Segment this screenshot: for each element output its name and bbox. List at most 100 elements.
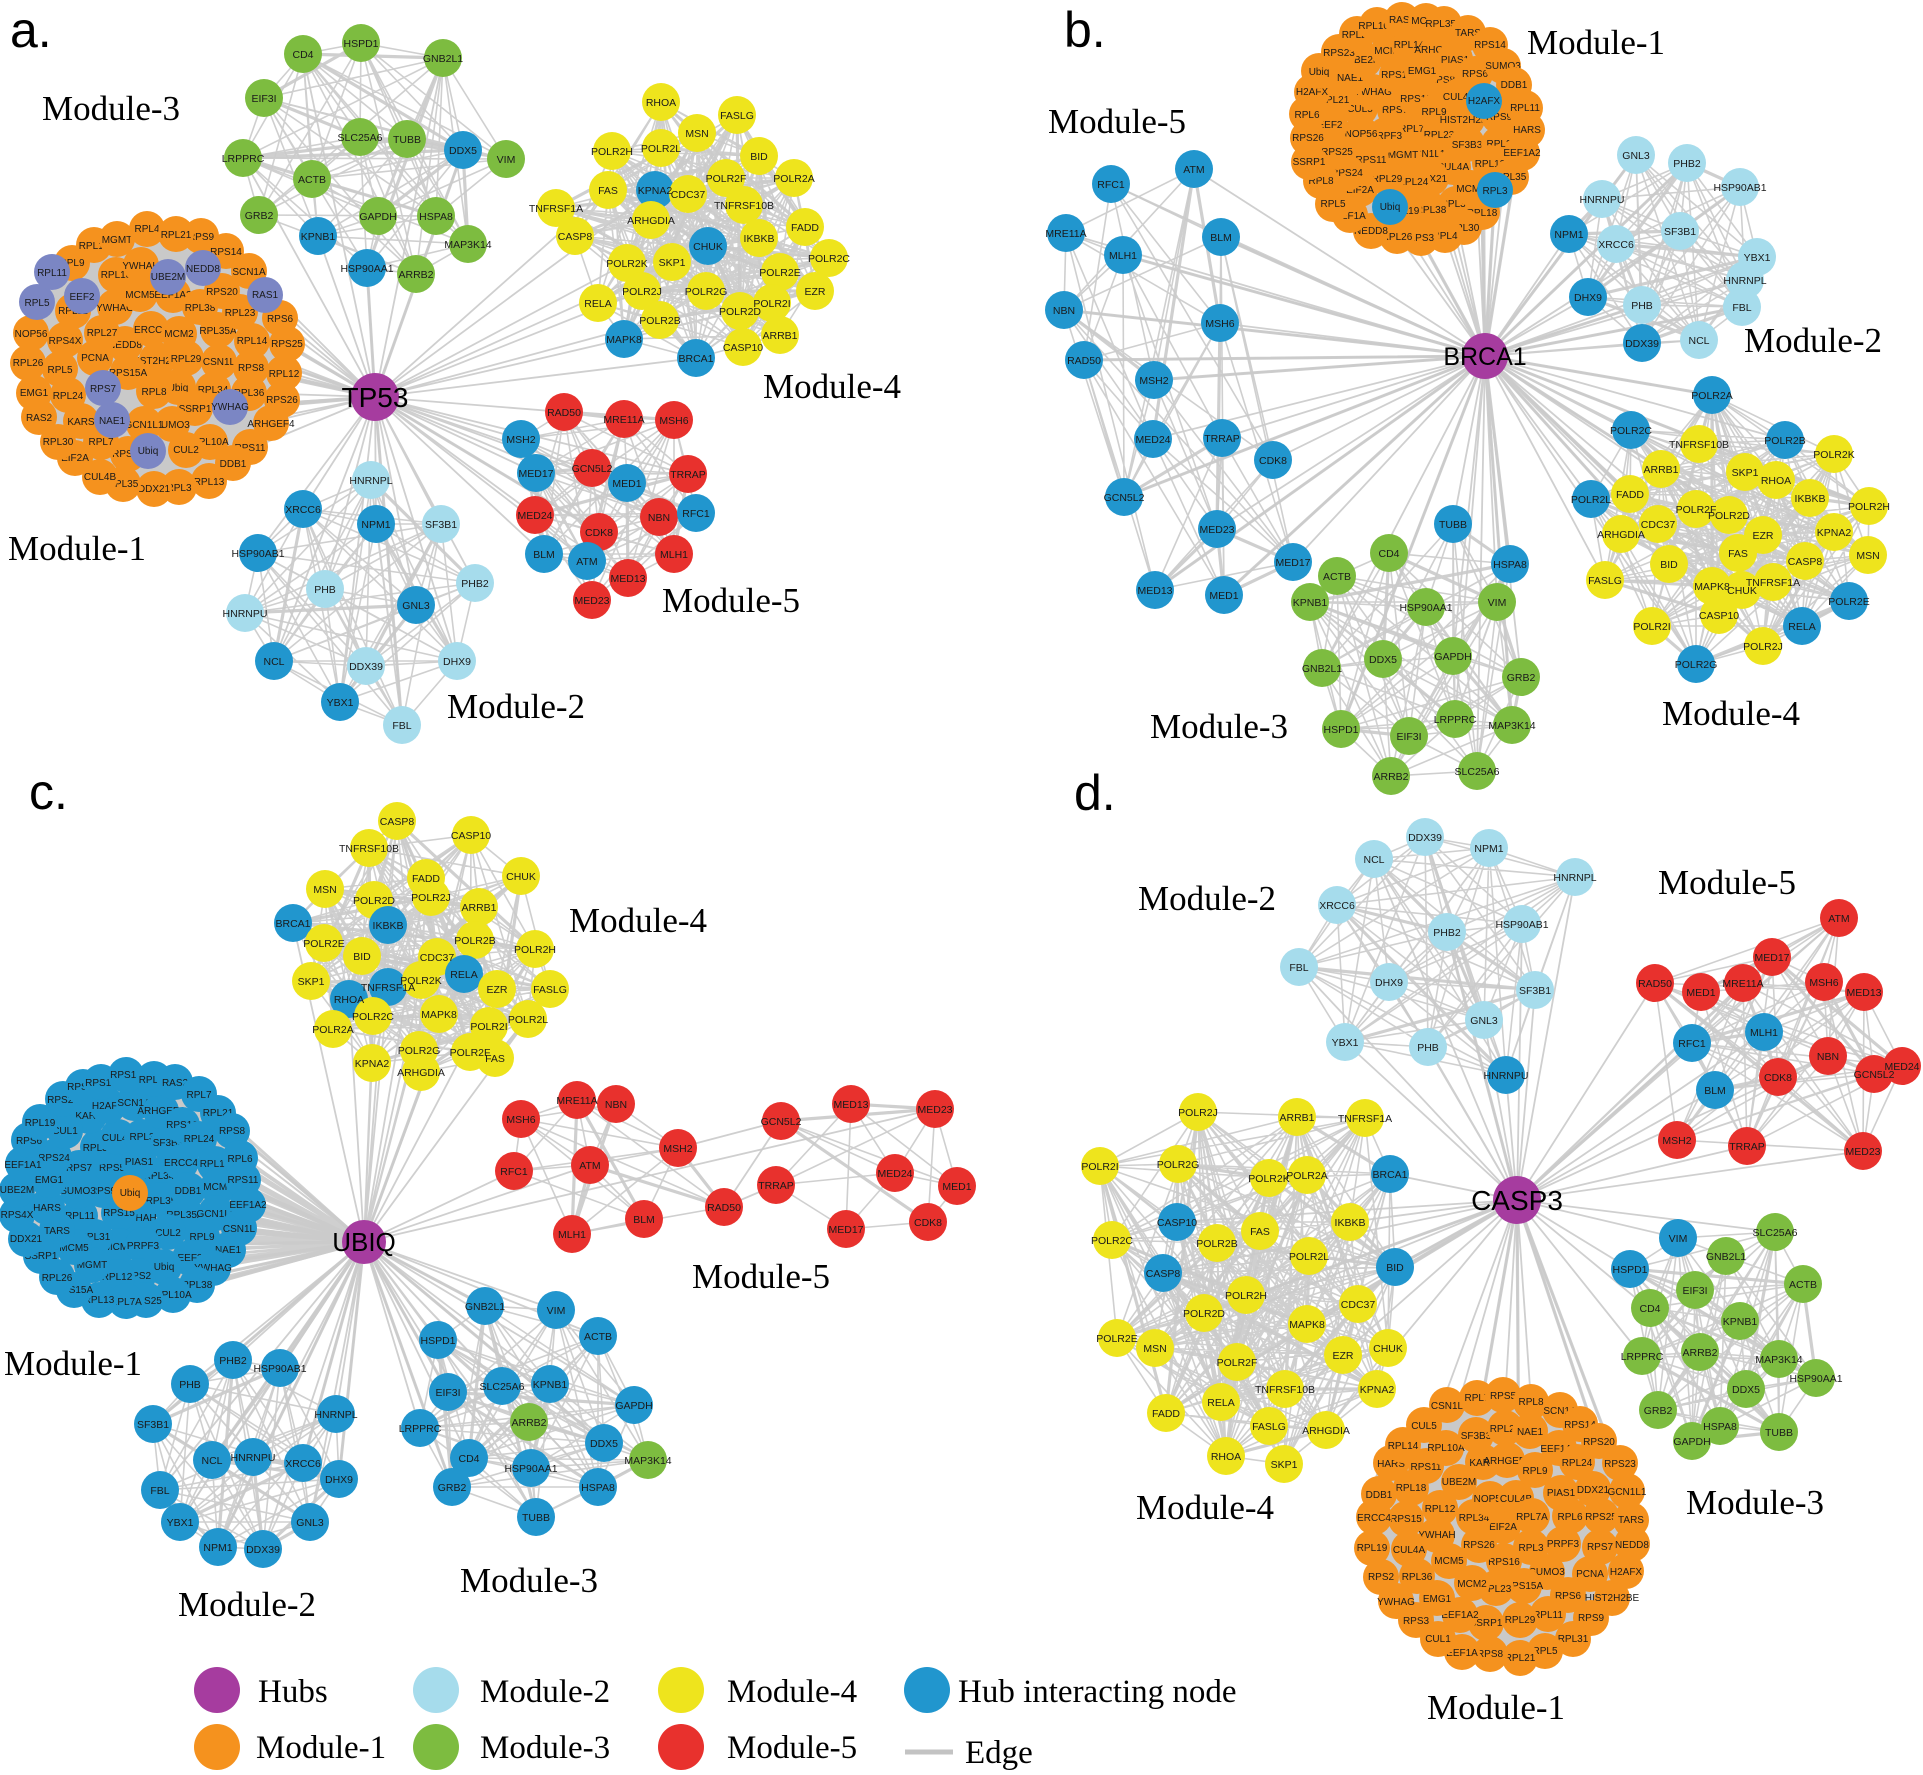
svg-text:SSRP1: SSRP1 [1293,157,1326,168]
svg-text:GCN1L1: GCN1L1 [1407,149,1446,160]
svg-text:MLH1: MLH1 [1750,1027,1778,1039]
svg-text:RPS6: RPS6 [1555,1591,1582,1602]
svg-text:RPL3: RPL3 [1482,186,1507,197]
svg-text:PIAS1: PIAS1 [125,1157,154,1168]
svg-text:POLR2E: POLR2E [1828,596,1869,608]
svg-text:RPS20: RPS20 [47,1095,79,1106]
svg-text:RPS6: RPS6 [1462,69,1489,80]
svg-text:RPL3: RPL3 [129,1132,154,1143]
svg-text:SF3B1: SF3B1 [137,1419,169,1431]
svg-text:EEF1A1: EEF1A1 [1540,1444,1578,1455]
svg-text:MED24: MED24 [1135,434,1170,446]
svg-text:GRB2: GRB2 [1507,672,1536,684]
svg-text:KPNB1: KPNB1 [1723,1316,1758,1328]
svg-text:NOP56: NOP56 [1474,1494,1507,1505]
svg-text:CD4: CD4 [1639,1303,1660,1315]
svg-text:MRE11A: MRE11A [1045,228,1086,240]
svg-text:YWHAG: YWHAG [194,1263,232,1274]
svg-text:RPL11: RPL11 [65,1211,95,1222]
svg-text:RPL7: RPL7 [88,437,113,448]
svg-text:RPS15: RPS15 [103,1208,135,1219]
svg-text:YWHAG: YWHAG [96,303,134,314]
svg-text:GAPDH: GAPDH [615,1400,652,1412]
svg-text:Module-4: Module-4 [1662,694,1800,733]
svg-text:XRCC6: XRCC6 [1319,900,1355,912]
svg-text:BRCA1: BRCA1 [275,918,310,930]
svg-text:BRCA1: BRCA1 [678,353,713,365]
svg-text:RPL7A: RPL7A [110,1297,142,1308]
svg-text:GNB2L1: GNB2L1 [423,53,463,65]
svg-text:EEF1A: EEF1A [1334,211,1366,222]
svg-text:YBX1: YBX1 [327,697,354,709]
svg-text:HSPD1: HSPD1 [1612,1264,1647,1276]
svg-text:CSN1L: CSN1L [1431,1401,1464,1412]
svg-text:FAS: FAS [485,1053,505,1065]
svg-text:RPL24: RPL24 [53,391,84,402]
svg-text:XRCC6: XRCC6 [1598,239,1634,251]
svg-text:RPS25: RPS25 [1585,1512,1617,1523]
svg-text:RPS23: RPS23 [1323,48,1355,59]
svg-text:POLR2L: POLR2L [641,143,681,155]
svg-text:MAPK8: MAPK8 [1694,581,1730,593]
svg-text:CUL4B: CUL4B [1443,92,1476,103]
svg-text:RPL11: RPL11 [1510,103,1540,114]
svg-text:RPS24: RPS24 [1331,168,1363,179]
svg-text:POLR2L: POLR2L [508,1014,548,1026]
svg-text:RPL35A: RPL35A [199,326,237,337]
svg-text:MED23: MED23 [1845,1146,1880,1158]
svg-text:SF3B3: SF3B3 [1461,1431,1492,1442]
svg-text:GCN5L2: GCN5L2 [572,463,613,475]
svg-text:RPS14: RPS14 [210,247,242,258]
svg-text:SLC25A6: SLC25A6 [480,1381,525,1393]
svg-text:POLR2K: POLR2K [1813,449,1854,461]
svg-text:EEF1A2: EEF1A2 [229,1200,267,1211]
svg-text:POLR2E: POLR2E [759,267,800,279]
svg-text:FADD: FADD [791,222,819,234]
svg-text:GNB2L1: GNB2L1 [465,1301,505,1313]
svg-text:POLR2F: POLR2F [450,1047,491,1059]
svg-text:XRCC6: XRCC6 [285,1458,321,1470]
svg-text:POLR2J: POLR2J [1743,641,1783,653]
svg-text:MAPK8: MAPK8 [606,334,642,346]
svg-text:CASP10: CASP10 [1699,610,1739,622]
svg-text:CUL4A: CUL4A [1393,1545,1426,1556]
svg-text:BRCA1: BRCA1 [1372,1169,1407,1181]
svg-text:RPS20: RPS20 [206,287,238,298]
svg-text:YWHAH: YWHAH [1418,1530,1455,1541]
svg-text:Module-1: Module-1 [4,1344,142,1383]
svg-text:MSH6: MSH6 [1205,318,1234,330]
svg-text:Module-5: Module-5 [1658,863,1796,902]
svg-text:RPL38: RPL38 [185,303,216,314]
svg-text:HNRNPL: HNRNPL [1723,275,1766,287]
svg-text:MCM2: MCM2 [164,329,194,340]
svg-text:PHB2: PHB2 [219,1355,247,1367]
svg-text:KPNB1: KPNB1 [533,1379,568,1391]
svg-text:H2AFX: H2AFX [1296,87,1329,98]
svg-text:ACTB: ACTB [584,1331,612,1343]
svg-text:RPL6: RPL6 [1557,1512,1582,1523]
svg-text:BLM: BLM [1704,1085,1726,1097]
svg-text:VIM: VIM [1488,597,1507,609]
svg-text:Ubiq: Ubiq [1380,202,1401,213]
svg-text:Module-2: Module-2 [1744,321,1882,360]
svg-text:RPS25: RPS25 [130,1296,162,1307]
svg-text:NEDD8: NEDD8 [1615,1540,1649,1551]
svg-text:RPL7A: RPL7A [1399,124,1431,135]
svg-text:MSN: MSN [313,884,336,896]
svg-text:H2AFX: H2AFX [92,1101,125,1112]
svg-text:HSPD1: HSPD1 [420,1335,455,1347]
svg-text:MLH1: MLH1 [660,549,688,561]
svg-text:EIF3I: EIF3I [251,93,276,105]
svg-text:RFC1: RFC1 [500,1166,528,1178]
svg-text:SLC25A6: SLC25A6 [338,132,383,144]
svg-text:ARHGDIA: ARHGDIA [397,1067,445,1079]
svg-text:NBN: NBN [1817,1051,1839,1063]
svg-text:TRRAP: TRRAP [670,469,706,481]
svg-text:TRRAP: TRRAP [1729,1141,1765,1153]
svg-text:RPL26: RPL26 [1382,232,1413,243]
svg-text:RPS7: RPS7 [1587,1542,1614,1553]
svg-text:DHX9: DHX9 [325,1474,353,1486]
svg-text:RPL35A: RPL35A [1425,19,1463,30]
svg-text:RAS1: RAS1 [252,290,279,301]
svg-text:POLR2I: POLR2I [470,1021,507,1033]
